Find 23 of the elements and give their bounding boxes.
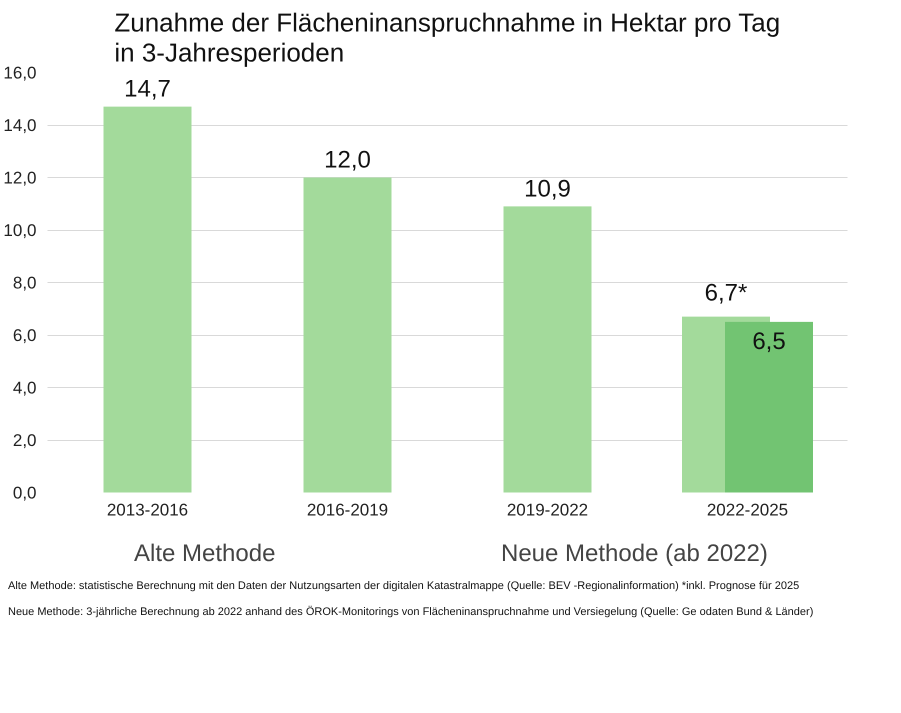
x-tick-label: 2022-2025 — [706, 500, 788, 520]
y-tick-label: 16,0 — [3, 64, 37, 82]
y-tick-label: 6,0 — [12, 326, 37, 345]
data-label: 12,0 — [324, 146, 371, 174]
x-tick-label: 2013-2016 — [106, 500, 188, 520]
data-label: 14,7 — [124, 76, 171, 103]
y-tick-label: 2,0 — [12, 431, 37, 450]
x-tick-label: 2019-2022 — [506, 500, 588, 520]
data-label: 6,7* — [704, 280, 748, 307]
x-tick-label: 2016-2019 — [306, 500, 388, 520]
y-tick-label: 8,0 — [12, 274, 37, 292]
text: Alte Methode: statistische Berechnung mit den Daten der Nutzungsarten der digitalen Katastralmappe (Quelle: BEV -Regionalinformation) *inkl. Prognose für 2025 — [8, 579, 800, 594]
series-label: Neue Methode (ab 2022) — [501, 540, 769, 568]
y-tick-label: 10,0 — [3, 221, 37, 240]
chart-title: Zunahme der Flächeninanspruchnahme in Hektar pro Tag in 3-Jahresperioden — [114, 8, 780, 68]
text: Neue Methode: 3-jährliche Berechnung ab 2022 anhand des ÖROK-Monitorings von Flächeninanspruchnahme und Versiegelung (Quelle: Ge odaten Bund & Länder) — [8, 604, 814, 620]
y-tick-label: 12,0 — [3, 168, 37, 188]
data-label: 6,5 — [752, 328, 786, 355]
data-label: 10,9 — [524, 175, 571, 202]
y-tick-label: 14,0 — [3, 116, 37, 135]
series-label: Alte Methode — [134, 540, 276, 568]
y-tick-label: 4,0 — [12, 378, 37, 398]
y-tick-label: 0,0 — [12, 484, 37, 502]
